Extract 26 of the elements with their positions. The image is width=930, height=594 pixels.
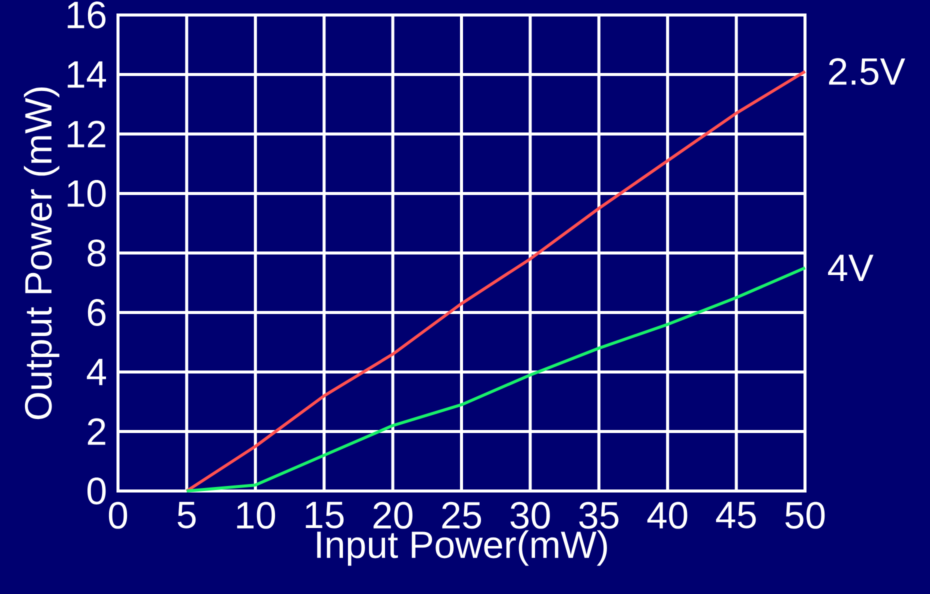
x-tick-label: 10 xyxy=(237,502,276,529)
y-tick-label: 10 xyxy=(68,180,106,207)
x-tick-label: 20 xyxy=(374,502,412,529)
y-tick-label: 0 xyxy=(87,478,106,504)
line-series xyxy=(185,266,807,492)
y-tick-label: 6 xyxy=(88,299,106,326)
x-tick-label: 25 xyxy=(442,502,482,529)
y-tick-label: 4 xyxy=(86,358,106,386)
y-tick-label: 12 xyxy=(68,120,106,148)
x-tick-label: 50 xyxy=(785,502,825,529)
y-tick-label: 14 xyxy=(68,61,106,88)
y-tick-label: 16 xyxy=(68,2,106,28)
x-tick-label: 40 xyxy=(647,502,688,529)
series-label: 2.5V xyxy=(829,58,906,85)
y-tick-label: 2 xyxy=(88,418,106,445)
x-tick-label: 30 xyxy=(510,502,550,529)
x-tick-label: 5 xyxy=(178,502,196,528)
x-tick-label: 35 xyxy=(579,502,618,529)
line-series xyxy=(185,70,807,492)
x-axis-title: Input Power(mW) xyxy=(317,530,607,566)
x-tick-label: 0 xyxy=(108,502,128,529)
x-tick-label: 15 xyxy=(306,502,344,528)
x-tick-label: 45 xyxy=(716,502,756,528)
y-tick-label: 8 xyxy=(88,240,106,266)
series-label: 4V xyxy=(828,254,874,281)
y-axis-title: Output Power (mW) xyxy=(24,88,60,420)
